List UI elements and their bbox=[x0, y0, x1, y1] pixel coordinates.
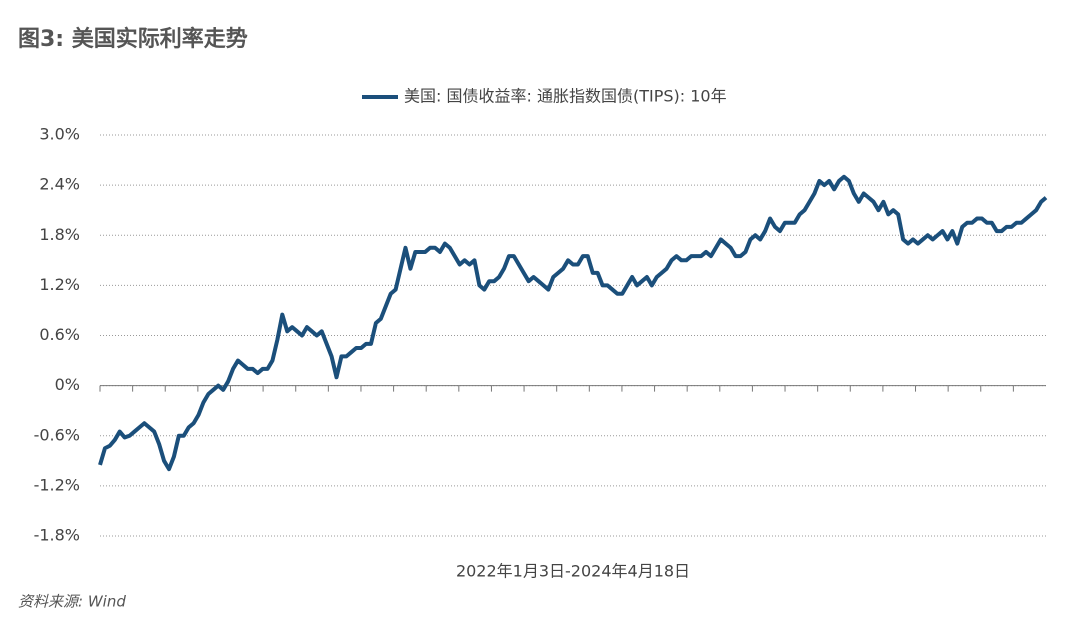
y-tick-label: 1.2% bbox=[39, 275, 80, 294]
y-tick-label: 2.4% bbox=[39, 175, 80, 194]
y-tick-label: -0.6% bbox=[34, 425, 80, 444]
y-tick-label: 0.6% bbox=[39, 325, 80, 344]
y-tick-label: 1.8% bbox=[39, 225, 80, 244]
data-line bbox=[98, 174, 1048, 472]
y-tick-label: -1.8% bbox=[34, 526, 80, 545]
legend-label: 美国: 国债收益率: 通胀指数国债(TIPS): 10年 bbox=[404, 87, 727, 106]
y-tick-label: 3.0% bbox=[39, 125, 80, 144]
y-tick-label: -1.2% bbox=[34, 475, 80, 494]
x-axis-title: 2022年1月3日-2024年4月18日 bbox=[456, 562, 690, 581]
source-note: 资料来源: Wind bbox=[18, 593, 126, 611]
y-tick-label: 0% bbox=[55, 375, 80, 394]
chart-title: 图3: 美国实际利率走势 bbox=[18, 26, 248, 52]
